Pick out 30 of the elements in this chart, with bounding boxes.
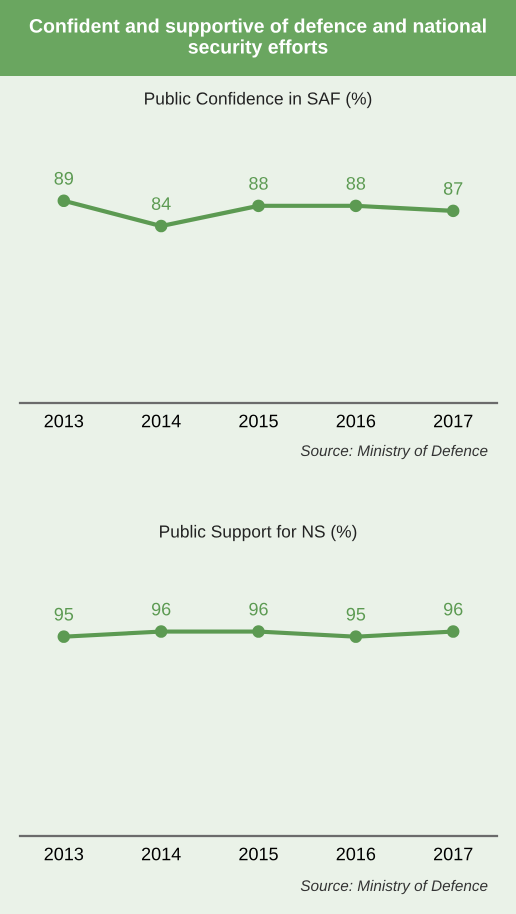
data-label: 84	[152, 197, 171, 210]
data-label: 96	[152, 602, 170, 616]
x-tick-label: 2015	[239, 414, 278, 428]
data-label: 88	[249, 176, 268, 190]
point	[58, 194, 70, 208]
chart-subtitle: Public Confidence in SAF (%)	[145, 92, 372, 108]
data-label: 88	[346, 176, 366, 190]
data-label: 87	[444, 182, 462, 195]
point	[154, 220, 168, 232]
x-tick-label: 2013	[44, 414, 84, 428]
source-note: Source: Ministry of Defence	[300, 444, 488, 460]
data-label: 96	[444, 602, 462, 616]
source-note: Source: Ministry of Defence	[300, 880, 488, 894]
x-tick-label: 2014	[142, 414, 181, 428]
x-tick-label: 2014	[142, 848, 181, 860]
point	[350, 200, 362, 212]
x-tick-label: 2017	[434, 414, 472, 428]
data-label: 95	[346, 608, 366, 621]
chart-title: Confident and supportive of defence and national security efforts	[30, 18, 486, 58]
x-tick-label: 2016	[336, 848, 376, 860]
point	[252, 200, 265, 212]
x-tick-label: 2013	[44, 848, 84, 860]
data-label: 89	[54, 172, 73, 185]
chart-title: Public Support for NS (%)	[160, 524, 356, 542]
x-tick-label: 2016	[336, 414, 376, 428]
x-tick-label: 2015	[239, 848, 278, 860]
x-tick-label: 2017	[434, 848, 472, 860]
point	[446, 204, 460, 218]
data-label: 95	[54, 608, 74, 621]
data-label: 96	[249, 602, 268, 616]
